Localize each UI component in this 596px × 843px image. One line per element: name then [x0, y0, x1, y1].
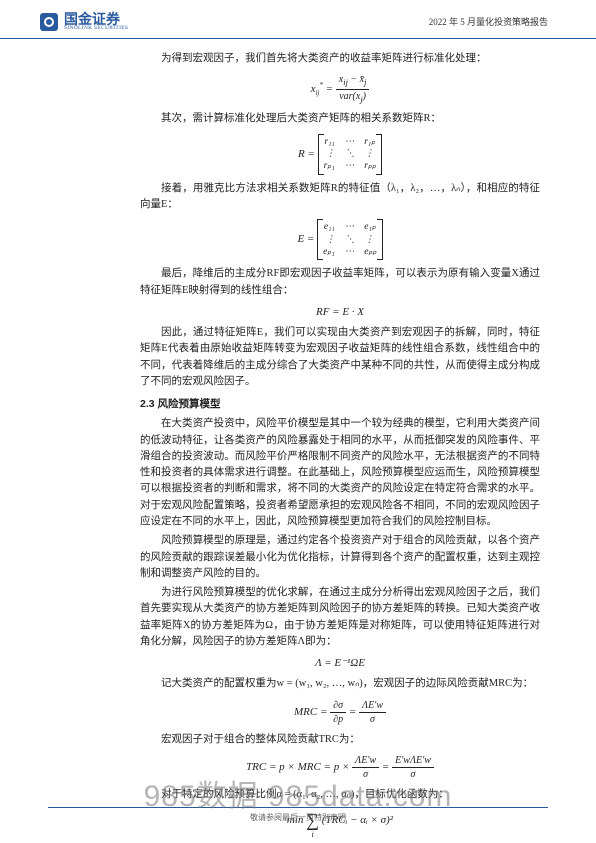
logo-text: 国金证券 SINOLINK SECURITIES [64, 12, 128, 32]
footer-text: 敬请参阅最后一页特别声明 [250, 813, 346, 822]
formula-1: xij* = xij − x̄jvar(xj) [140, 73, 540, 106]
para-7: 风险预算模型的原理是，通过约定各个投资资产对于组合的风险贡献，以各个资产的风险贡… [140, 533, 540, 582]
formula-7: TRC = p × MRC = p × ΛE'wσ = E'wΛE'wσ [140, 754, 540, 781]
formula-4: RF = E · X [140, 305, 540, 319]
para-10: 宏观因子对于组合的整体风险贡献TRC为： [140, 732, 540, 748]
para-11: 对于特定的风险预算比例α = (α₁, α₂, …, αₙ)，目标优化函数为： [140, 787, 540, 803]
logo-icon [40, 13, 58, 31]
formula-6: MRC = ∂σ∂p = ΛE'wσ [140, 699, 540, 726]
logo-en: SINOLINK SECURITIES [64, 26, 128, 32]
para-9: 记大类资产的配置权重为w = (w₁, w₂, …, wₙ)，宏观因子的边际风险… [140, 676, 540, 692]
para-4: 最后，降维后的主成分RF即宏观因子收益率矩阵，可以表示为原有输入变量X通过特征矩… [140, 266, 540, 299]
formula-5: Λ = E⁻¹ΩE [140, 656, 540, 670]
para-6: 在大类资产投资中，风险平价模型是其中一个较为经典的模型，它利用大类资产间的低波动… [140, 416, 540, 530]
para-8: 为进行风险预算模型的优化求解，在通过主成分分析得出宏观风险因子之后，我们首先要实… [140, 585, 540, 650]
para-5: 因此，通过特征矩阵E，我们可以实现由大类资产到宏观因子的拆解，同时，特征矩阵E代… [140, 325, 540, 390]
formula-2: R = r₁₁⋯r₁ₚ ⋮⋱⋮ rₚ₁⋯rₚₚ [140, 134, 540, 175]
formula-3: E = e₁₁⋯e₁ₚ ⋮⋱⋮ eₚ₁⋯eₚₚ [140, 219, 540, 260]
para-1: 为得到宏观因子，我们首先将大类资产的收益率矩阵进行标准化处理： [140, 51, 540, 67]
content-body: 为得到宏观因子，我们首先将大类资产的收益率矩阵进行标准化处理： xij* = x… [0, 39, 596, 833]
logo-cn: 国金证券 [64, 12, 128, 26]
footer-bar: 敬请参阅最后一页特别声明 [48, 807, 548, 823]
page-header: 国金证券 SINOLINK SECURITIES 2022 年 5 月量化投资策… [0, 0, 596, 39]
para-2: 其次，需计算标准化处理后大类资产矩阵的相关系数矩阵R： [140, 111, 540, 127]
section-title-2-3: 2.3 风险预算模型 [140, 396, 540, 412]
header-title: 2022 年 5 月量化投资策略报告 [429, 15, 548, 28]
logo-block: 国金证券 SINOLINK SECURITIES [40, 12, 128, 32]
para-3: 接着，用雅克比方法求相关系数矩阵R的特征值（λ₁，λ₂，…，λₙ），和相应的特征… [140, 181, 540, 214]
